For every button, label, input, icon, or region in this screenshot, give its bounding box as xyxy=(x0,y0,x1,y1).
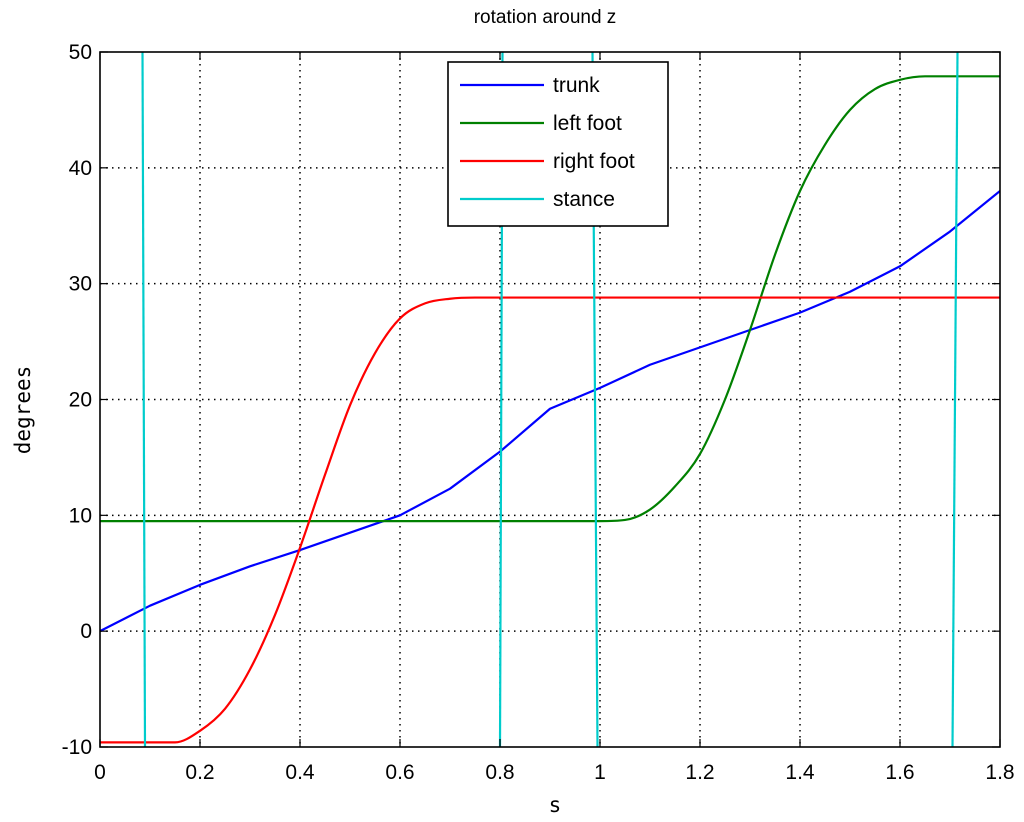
series-trunk-line xyxy=(100,190,1000,633)
series-left-foot-line xyxy=(100,75,1000,523)
series-lines xyxy=(100,52,1000,747)
legend-label-trunk: trunk xyxy=(553,74,600,97)
y-tick-label: 10 xyxy=(69,504,92,527)
series-stance-line-1 xyxy=(141,52,147,747)
y-tick-label: 40 xyxy=(69,157,92,180)
series-left-foot xyxy=(100,75,1000,523)
legend-label-left-foot: left foot xyxy=(553,112,622,135)
y-tick-label: 30 xyxy=(69,273,92,296)
y-tick-label: 20 xyxy=(69,389,92,412)
x-tick-label: 0 xyxy=(94,761,106,784)
x-tick-label: 0.2 xyxy=(185,761,214,784)
x-tick-label: 1.6 xyxy=(885,761,914,784)
series-stance-line-4 xyxy=(951,52,959,747)
y-axis-label: degrees xyxy=(11,366,35,455)
chart-title: rotation around z xyxy=(474,7,617,28)
x-tick-label: 0.4 xyxy=(285,761,315,784)
series-trunk xyxy=(100,190,1000,633)
y-tick-label: 0 xyxy=(80,620,92,643)
series-right-foot xyxy=(100,296,1000,744)
legend-label-right-foot: right foot xyxy=(553,150,635,173)
x-tick-label: 0.6 xyxy=(385,761,414,784)
x-tick-label: 1 xyxy=(594,761,606,784)
x-axis-label: s xyxy=(549,793,562,817)
y-tick-label: -10 xyxy=(62,736,92,759)
grid-lines xyxy=(100,52,1000,747)
legend-label-stance: stance xyxy=(553,188,615,211)
x-tick-label: 1.2 xyxy=(685,761,714,784)
y-tick-label: 50 xyxy=(69,41,92,64)
series-right-foot-line xyxy=(100,296,1000,744)
x-tick-label: 1.8 xyxy=(985,761,1014,784)
x-tick-label: 1.4 xyxy=(785,761,815,784)
x-tick-label: 0.8 xyxy=(485,761,514,784)
legend: trunk left foot right foot stance xyxy=(447,61,669,227)
